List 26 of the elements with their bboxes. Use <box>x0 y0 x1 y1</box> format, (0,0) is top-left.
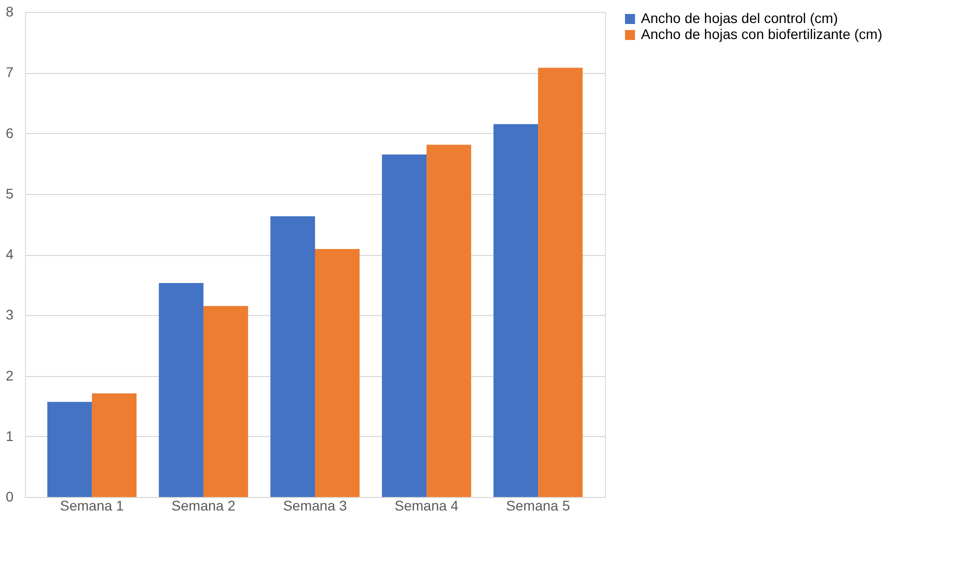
bar <box>92 393 137 497</box>
y-tick-label: 3 <box>6 306 14 323</box>
legend-label: Ancho de hojas del control (cm) <box>641 10 838 26</box>
bar <box>315 249 360 497</box>
bar <box>47 402 92 497</box>
bar <box>382 154 427 497</box>
bar <box>493 124 538 497</box>
bar <box>270 216 315 497</box>
y-tick-label: 7 <box>6 64 14 80</box>
x-tick-label: Semana 5 <box>506 498 570 514</box>
y-tick-label: 2 <box>6 367 14 384</box>
legend-label: Ancho de hojas con biofertilizante (cm) <box>641 26 882 42</box>
y-tick-label: 0 <box>6 488 14 504</box>
y-tick-label: 1 <box>6 428 14 444</box>
x-tick-label: Semana 1 <box>60 498 124 514</box>
y-tick-label: 5 <box>6 185 14 202</box>
y-tick-label: 6 <box>6 124 14 141</box>
y-tick-label: 4 <box>6 246 14 262</box>
bar <box>158 282 204 497</box>
y-tick-label: 8 <box>6 4 14 20</box>
x-tick-label: Semana 4 <box>394 498 459 514</box>
bar <box>538 68 583 497</box>
bar <box>426 144 472 497</box>
x-tick-label: Semana 3 <box>283 498 348 514</box>
bar <box>203 306 248 497</box>
x-tick-label: Semana 2 <box>172 498 236 514</box>
